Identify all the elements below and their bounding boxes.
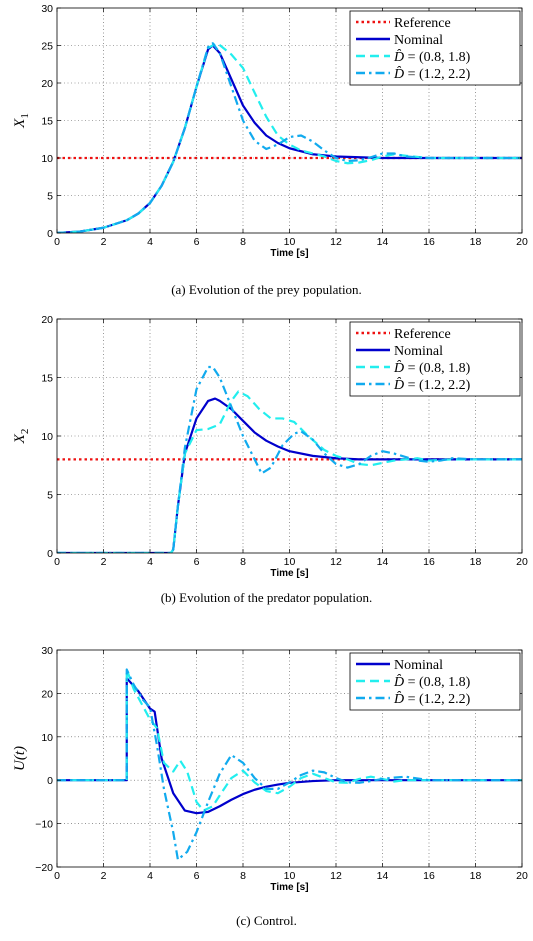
x-tick-label: 4: [147, 556, 153, 568]
x-tick-label: 16: [423, 870, 435, 882]
x-tick-label: 12: [330, 236, 342, 248]
y-tick-label: −20: [35, 862, 53, 874]
figure-a: 0 2 4 6 8 10 12 14 16 18 20 0 5 10 15 20 25 30 Time [s] X1 R…: [0, 0, 533, 310]
x-tick-label: 14: [377, 870, 389, 882]
chart-predator-population: 0 2 4 6 8 10 12 14 16 18 20 0 5 10 15 20 Time [s] X2 Refer…: [12, 314, 528, 579]
caption-c: (c) Control.: [236, 913, 297, 928]
y-tick-label: 10: [41, 153, 53, 165]
x-axis-label: Time [s]: [270, 568, 308, 579]
legend-label: D̂ = (0.8, 1.8): [393, 674, 471, 690]
x-tick-label: 18: [470, 870, 482, 882]
y-axis-label: X2: [12, 429, 31, 445]
x-tick-label: 14: [377, 236, 389, 248]
y-tick-label: 0: [47, 228, 53, 240]
x-tick-label: 16: [423, 236, 435, 248]
x-tick-label: 4: [147, 870, 153, 882]
x-tick-label: 8: [240, 236, 246, 248]
y-tick-label: 5: [47, 191, 53, 203]
x-tick-label: 2: [101, 556, 107, 568]
series-line-d-1-2-2-2: [57, 42, 522, 233]
figure-b: 0 2 4 6 8 10 12 14 16 18 20 0 5 10 15 20 Time [s] X2 Refer…: [0, 310, 533, 620]
y-tick-label: 30: [41, 645, 53, 657]
y-axis-label: X1: [12, 113, 31, 129]
x-tick-label: 2: [101, 870, 107, 882]
y-tick-label: 10: [41, 732, 53, 744]
y-tick-label: 25: [41, 41, 53, 53]
x-axis-label: Time [s]: [270, 248, 308, 259]
x-tick-label: 10: [284, 556, 296, 568]
y-tick-label: 20: [41, 688, 53, 700]
legend-label: Nominal: [394, 658, 443, 673]
y-tick-label: −10: [35, 819, 53, 831]
legend-label: D̂ = (1.2, 2.2): [393, 66, 471, 82]
x-tick-label: 0: [54, 556, 60, 568]
series-line-d-0-8-1-8: [57, 390, 522, 553]
series-group: [57, 42, 522, 233]
x-tick-label: 0: [54, 236, 60, 248]
x-tick-label: 6: [194, 236, 200, 248]
legend-label: Nominal: [394, 33, 443, 48]
y-tick-label: 15: [41, 116, 53, 128]
x-tick-label: 6: [194, 870, 200, 882]
y-tick-label: 0: [47, 548, 53, 560]
x-tick-label: 2: [101, 236, 107, 248]
figure-c: 0 2 4 6 8 10 12 14 16 18 20 −20 −10 0 10 20 30 Time [s] U(…: [0, 620, 533, 941]
x-tick-label: 6: [194, 556, 200, 568]
y-tick-label: 10: [41, 431, 53, 443]
x-tick-label: 8: [240, 556, 246, 568]
legend-label: D̂ = (1.2, 2.2): [393, 691, 471, 707]
x-axis-label: Time [s]: [270, 882, 308, 893]
x-tick-label: 20: [516, 870, 528, 882]
x-tick-label: 12: [330, 870, 342, 882]
caption-a: (a) Evolution of the prey population.: [171, 282, 362, 297]
series-group: [57, 668, 522, 861]
x-tick-label: 10: [284, 236, 296, 248]
x-tick-label: 20: [516, 236, 528, 248]
y-tick-label: 15: [41, 373, 53, 385]
y-tick-label: 20: [41, 314, 53, 326]
chart-control: 0 2 4 6 8 10 12 14 16 18 20 −20 −10 0 10 20 30 Time [s] U(…: [12, 645, 528, 893]
y-tick-label: 30: [41, 3, 53, 15]
y-tick-label: 20: [41, 78, 53, 90]
ticks: 0 2 4 6 8 10 12 14 16 18 20 −20 −10 0 10 20 30: [35, 645, 528, 882]
series-group: [57, 365, 522, 553]
y-axis-label: U(t): [12, 746, 28, 771]
x-tick-label: 14: [377, 556, 389, 568]
x-tick-label: 8: [240, 870, 246, 882]
series-line-d-1-2-2-2: [57, 668, 522, 861]
legend-label: D̂ = (1.2, 2.2): [393, 377, 471, 393]
legend-label: Nominal: [394, 344, 443, 359]
y-tick-label: 5: [47, 490, 53, 502]
x-tick-label: 16: [423, 556, 435, 568]
y-tick-label: 0: [47, 775, 53, 787]
x-tick-label: 4: [147, 236, 153, 248]
x-tick-label: 0: [54, 870, 60, 882]
ticks: 0 2 4 6 8 10 12 14 16 18 20 0 5 10 15 20: [41, 314, 528, 568]
x-tick-label: 12: [330, 556, 342, 568]
caption-b: (b) Evolution of the predator population…: [160, 590, 373, 605]
x-tick-label: 18: [470, 236, 482, 248]
x-tick-label: 20: [516, 556, 528, 568]
legend-label: Reference: [394, 16, 451, 31]
grid: [57, 650, 522, 867]
x-tick-label: 18: [470, 556, 482, 568]
legend-label: D̂ = (0.8, 1.8): [393, 360, 471, 376]
ticks: 0 2 4 6 8 10 12 14 16 18 20 0 5 10 15 20 25 30: [41, 3, 528, 248]
chart-prey-population: 0 2 4 6 8 10 12 14 16 18 20 0 5 10 15 20 25 30 Time [s] X1 R…: [12, 3, 528, 259]
legend-label: Reference: [394, 327, 451, 342]
legend-label: D̂ = (0.8, 1.8): [393, 49, 471, 65]
x-tick-label: 10: [284, 870, 296, 882]
